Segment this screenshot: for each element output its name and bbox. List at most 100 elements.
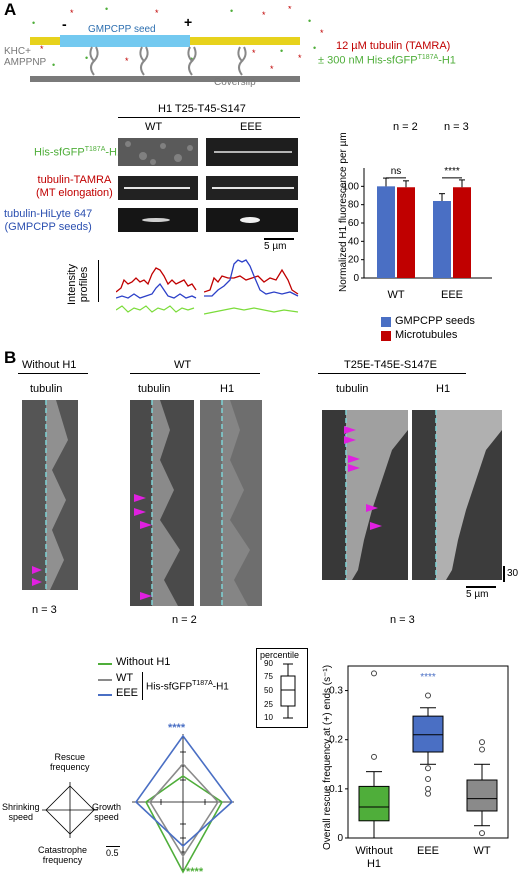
box-y-tick-label: 0: [337, 833, 343, 844]
h1-conc-post: -H1: [438, 54, 456, 67]
box-sig-eee: ****: [420, 672, 436, 683]
micrograph-wt-seed: [118, 208, 198, 232]
box-outlier: [479, 746, 485, 753]
percentile-box-icon: [280, 663, 296, 719]
legend-bracket: [142, 672, 143, 700]
construct-title: H1 T25-T45-S147: [158, 103, 246, 115]
bar-y-tick-label: 20: [348, 255, 360, 266]
bar-y-tick-label: 40: [348, 236, 360, 247]
box-y-tick-label: 0.2: [329, 735, 343, 746]
percentile-key: [256, 648, 308, 728]
svg-text:•: •: [190, 54, 193, 64]
h1-conc-sup: T187A: [417, 54, 439, 61]
box-outlier: [479, 739, 485, 746]
svg-text:*: *: [262, 10, 266, 20]
box-outlier: [371, 753, 377, 760]
box-y-tick-label: 0.3: [329, 686, 343, 697]
axis-shrinking: Shrinking speed: [2, 802, 40, 822]
profiles-label-line1: Intensity: [66, 264, 78, 305]
svg-text:•: •: [32, 18, 35, 28]
axis-catastrophe-2: frequency: [42, 855, 83, 865]
axis-growth: Growth speed: [92, 802, 121, 822]
legend-mt-swatch: [381, 331, 391, 341]
legend-wt: WT: [116, 672, 134, 684]
legend-construct-pre: His-sfGFP: [146, 681, 193, 693]
bar-n-eee: n = 3: [444, 121, 469, 133]
box-category-label: WT: [473, 845, 490, 857]
box-outlier: [425, 785, 431, 792]
legend-construct-post: -H1: [212, 681, 229, 693]
row3-line2: (GMPCPP seeds): [4, 221, 92, 233]
radar-series-wt: [149, 762, 220, 858]
khc-label-line2: AMPPNP: [4, 57, 47, 68]
kymograph-eee-tubulin: [322, 410, 408, 580]
box-outlier: [425, 790, 431, 797]
svg-text:*: *: [155, 8, 159, 18]
box-1: [412, 715, 444, 753]
kymograph-wt-tubulin: [130, 400, 194, 606]
bar-chart-ylabel: Normalized H1 fluorescence per µm: [338, 132, 349, 292]
axis-rescue-1: Rescue: [54, 752, 86, 762]
tubulin-concentration: 12 µM tubulin (TAMRA): [336, 40, 451, 52]
time-scale-bar: [503, 566, 505, 582]
kymograph-eee-h1: [412, 410, 502, 580]
kymograph-wt-h1: [200, 400, 262, 606]
row1-pre: His-sfGFP: [34, 146, 85, 159]
col-h1-eee: H1: [436, 383, 451, 395]
svg-text:*: *: [40, 44, 44, 54]
box-0: [358, 785, 390, 822]
tubulin-dots: * • * • * * • * • * • * • * • * • • *: [32, 6, 324, 74]
radar-scale-label: 0.5: [106, 848, 119, 858]
n-eee: n = 3: [390, 614, 415, 626]
axis-growth-2: speed: [94, 812, 119, 822]
box-frame: [347, 665, 509, 839]
axis-catastrophe: Catastrophe frequency: [38, 845, 87, 865]
seed-label: GMPCPP seed: [88, 24, 156, 35]
group-eee-underline: [318, 373, 466, 374]
legend-without: Without H1: [116, 656, 171, 668]
svg-text:•: •: [280, 46, 283, 56]
svg-text:*: *: [288, 6, 292, 14]
plus-end-label: +: [184, 14, 193, 30]
bar-category-label: WT: [387, 289, 404, 301]
axis-growth-1: Growth: [92, 802, 122, 812]
kinesin-motors: [89, 46, 247, 76]
sig-label: ****: [444, 166, 460, 177]
box-outlier: [479, 830, 485, 837]
box-category-label: H1: [367, 858, 381, 870]
micrograph-wt-h1: [118, 138, 198, 166]
radar-sig-top: ****: [168, 722, 186, 734]
radar-axis-key: [42, 782, 98, 838]
gmpcpp-seed: [60, 35, 190, 47]
legend-seeds-swatch: [381, 317, 391, 327]
radar-series-eee: [134, 734, 234, 848]
panel-b-label: B: [4, 348, 17, 367]
bar-y-tick-label: 60: [348, 218, 360, 229]
col-wt: WT: [145, 121, 163, 133]
group-wt: WT: [174, 359, 192, 371]
profiles-bracket: [98, 260, 99, 302]
svg-text:*: *: [270, 64, 274, 74]
micrograph-eee-seed: [206, 208, 298, 232]
space-scale-label: 5 µm: [466, 589, 489, 600]
box-y-tick-label: 0.1: [329, 784, 343, 795]
svg-text:•: •: [52, 60, 55, 70]
intensity-profile-wt: [116, 267, 197, 313]
legend-construct: His-sfGFPT187A-H1: [146, 680, 229, 692]
bar-eee-1: [453, 187, 471, 278]
h1-conc-pre: ± 300 nM His-sfGFP: [318, 54, 418, 67]
h1-fluorescence-bar-chart: 0 20 40 60 80 100 WT ns EEE ****: [342, 166, 492, 301]
box-category-label: Without: [355, 845, 392, 857]
bar-wt-0: [377, 186, 395, 278]
legend-eee-line: [98, 694, 112, 696]
row-label-hilyte: tubulin-HiLyte 647 (GMPCPP seeds): [4, 208, 92, 234]
percentile-title: percentile: [260, 650, 300, 660]
khc-label: KHC+ AMPPNP: [4, 46, 46, 68]
svg-text:•: •: [308, 16, 311, 26]
axis-shrinking-2: speed: [8, 812, 34, 822]
svg-text:*: *: [320, 28, 324, 38]
row-label-h1: His-sfGFPT187A-H1: [34, 146, 123, 159]
svg-text:•: •: [85, 53, 88, 63]
axis-shrinking-1: Shrinking: [2, 802, 40, 812]
